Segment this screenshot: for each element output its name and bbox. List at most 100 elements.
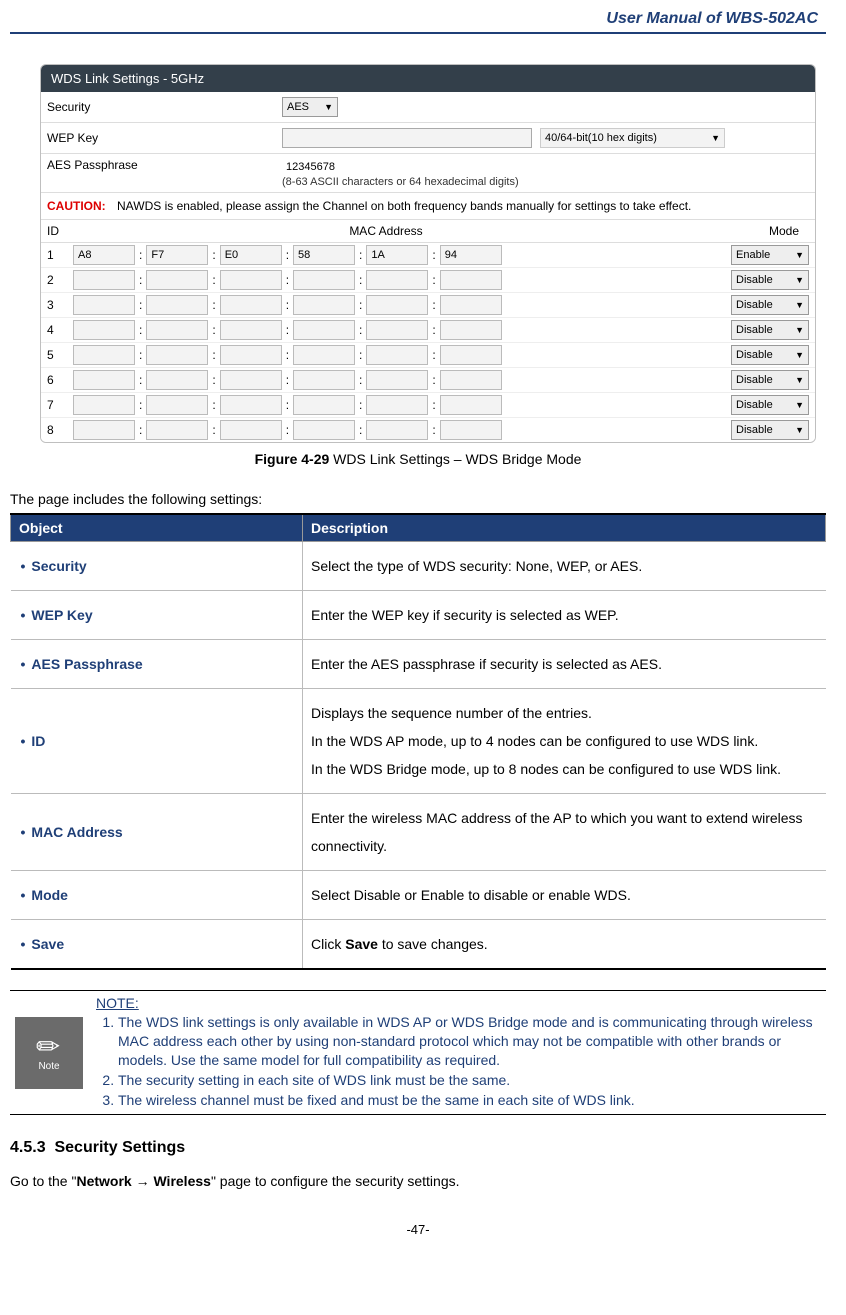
object-cell: •MAC Address	[11, 794, 303, 871]
mac-octet-input[interactable]	[366, 370, 428, 390]
mac-octet-input[interactable]	[146, 395, 208, 415]
mac-octet-input[interactable]	[440, 370, 502, 390]
mac-octet-input[interactable]	[293, 420, 355, 440]
mac-octet-input[interactable]	[73, 320, 135, 340]
mac-separator: :	[286, 248, 289, 262]
doc-header-title: User Manual of WBS-502AC	[10, 10, 826, 28]
mode-select[interactable]: Disable▼	[731, 295, 809, 315]
mac-octet-input[interactable]	[73, 270, 135, 290]
mac-octet-input[interactable]	[293, 395, 355, 415]
mac-octet-input[interactable]	[440, 395, 502, 415]
mac-row: 5:::::Disable▼	[41, 343, 815, 368]
mode-value: Disable	[736, 374, 773, 386]
mac-inputs: :::::	[73, 320, 731, 340]
figure-label: Figure 4-29	[255, 451, 330, 467]
mac-inputs: :::::	[73, 370, 731, 390]
mac-octet-input[interactable]: E0	[220, 245, 282, 265]
mac-octet-input[interactable]: 94	[440, 245, 502, 265]
mac-octet-input[interactable]	[366, 320, 428, 340]
mode-select[interactable]: Enable▼	[731, 245, 809, 265]
mac-separator: :	[212, 298, 215, 312]
mac-separator: :	[212, 273, 215, 287]
mac-octet-input[interactable]	[293, 345, 355, 365]
mac-octet-input[interactable]	[73, 345, 135, 365]
mac-separator: :	[212, 248, 215, 262]
mac-octet-input[interactable]	[146, 420, 208, 440]
mac-octet-input[interactable]	[220, 420, 282, 440]
intro-text: The page includes the following settings…	[10, 491, 826, 507]
mac-octet-input[interactable]: 1A	[366, 245, 428, 265]
chevron-down-icon: ▼	[795, 400, 804, 410]
mac-octet-input[interactable]	[440, 320, 502, 340]
mac-octet-input[interactable]	[146, 320, 208, 340]
mac-octet-input[interactable]	[366, 295, 428, 315]
mac-inputs: :::::	[73, 395, 731, 415]
mac-separator: :	[212, 373, 215, 387]
mode-select[interactable]: Disable▼	[731, 270, 809, 290]
mac-octet-input[interactable]	[146, 370, 208, 390]
mac-inputs: :::::	[73, 420, 731, 440]
mac-row: 2:::::Disable▼	[41, 268, 815, 293]
table-row: •IDDisplays the sequence number of the e…	[11, 689, 826, 794]
note-list-item: The WDS link settings is only available …	[118, 1013, 826, 1070]
mac-inputs: :::::	[73, 295, 731, 315]
mac-octet-input[interactable]	[220, 395, 282, 415]
mac-octet-input[interactable]	[293, 270, 355, 290]
mac-octet-input[interactable]: F7	[146, 245, 208, 265]
chevron-down-icon: ▼	[795, 250, 804, 260]
mac-octet-input[interactable]	[366, 270, 428, 290]
mac-octet-input[interactable]	[293, 320, 355, 340]
mac-octet-input[interactable]	[440, 420, 502, 440]
mac-octet-input[interactable]	[293, 295, 355, 315]
table-row: •SaveClick Save to save changes.	[11, 920, 826, 970]
mac-table-header: ID MAC Address Mode	[41, 220, 815, 243]
mac-octet-input[interactable]	[366, 395, 428, 415]
table-row: •MAC AddressEnter the wireless MAC addre…	[11, 794, 826, 871]
mac-octet-input[interactable]: 58	[293, 245, 355, 265]
section-title: Security Settings	[54, 1139, 185, 1156]
mac-octet-input[interactable]	[220, 270, 282, 290]
description-cell: Enter the wireless MAC address of the AP…	[303, 794, 826, 871]
mode-select[interactable]: Disable▼	[731, 345, 809, 365]
mac-octet-input[interactable]	[220, 320, 282, 340]
mac-octet-input[interactable]	[220, 370, 282, 390]
figure-text: WDS Link Settings – WDS Bridge Mode	[329, 451, 581, 467]
chevron-down-icon: ▼	[795, 300, 804, 310]
object-cell: •AES Passphrase	[11, 640, 303, 689]
mac-octet-input[interactable]	[73, 295, 135, 315]
wep-key-input[interactable]	[282, 128, 532, 148]
mac-octet-input[interactable]	[220, 345, 282, 365]
mac-octet-input[interactable]	[366, 420, 428, 440]
chevron-down-icon: ▼	[795, 375, 804, 385]
mac-separator: :	[359, 298, 362, 312]
caution-row: CAUTION: NAWDS is enabled, please assign…	[41, 193, 815, 220]
security-select[interactable]: AES ▼	[282, 97, 338, 117]
mac-octet-input[interactable]	[440, 270, 502, 290]
security-value: AES	[287, 101, 309, 113]
mode-select[interactable]: Disable▼	[731, 395, 809, 415]
mac-octet-input[interactable]	[73, 395, 135, 415]
mac-octet-input[interactable]	[366, 345, 428, 365]
mode-select[interactable]: Disable▼	[731, 420, 809, 440]
mac-separator: :	[139, 323, 142, 337]
mac-octet-input[interactable]	[146, 295, 208, 315]
mac-octet-input[interactable]	[73, 370, 135, 390]
aes-input[interactable]: 12345678	[282, 158, 519, 176]
mac-octet-input[interactable]	[293, 370, 355, 390]
pencil-icon: ✎	[31, 1029, 67, 1065]
mode-select[interactable]: Disable ▼	[731, 370, 809, 390]
mac-octet-input[interactable]	[73, 420, 135, 440]
mac-octet-input[interactable]: A8	[73, 245, 135, 265]
mode-select[interactable]: Disable▼	[731, 320, 809, 340]
mode-value: Disable	[736, 349, 773, 361]
mac-octet-input[interactable]	[146, 270, 208, 290]
mac-separator: :	[359, 323, 362, 337]
wep-bits-value: 40/64-bit(10 hex digits)	[545, 132, 657, 144]
mac-octet-input[interactable]	[440, 345, 502, 365]
th-description: Description	[303, 514, 826, 542]
wep-bits-select[interactable]: 40/64-bit(10 hex digits) ▼	[540, 128, 725, 148]
table-row: •WEP KeyEnter the WEP key if security is…	[11, 591, 826, 640]
mac-octet-input[interactable]	[220, 295, 282, 315]
mac-octet-input[interactable]	[440, 295, 502, 315]
mac-octet-input[interactable]	[146, 345, 208, 365]
